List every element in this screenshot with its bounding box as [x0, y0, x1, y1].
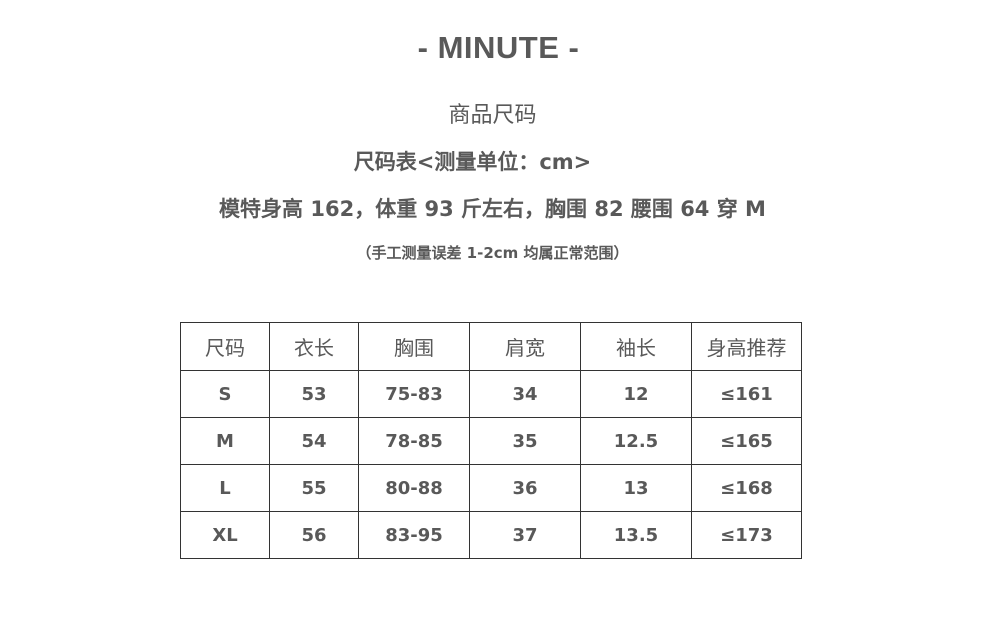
table-cell: ≤173 [691, 511, 802, 559]
table-cell: S [180, 370, 270, 418]
table-row: M 54 78-85 35 12.5 ≤165 [180, 417, 802, 465]
table-cell: ≤165 [691, 417, 802, 465]
column-header: 袖长 [580, 322, 692, 371]
column-header: 尺码 [180, 322, 270, 371]
measurement-note: （手工测量误差 1-2cm 均属正常范围） [356, 244, 629, 262]
table-cell: 36 [469, 464, 581, 512]
column-header: 衣长 [269, 322, 359, 371]
table-cell: 34 [469, 370, 581, 418]
table-cell: 78-85 [358, 417, 470, 465]
table-cell: 80-88 [358, 464, 470, 512]
table-cell: 53 [269, 370, 359, 418]
table-cell: XL [180, 511, 270, 559]
table-cell: 13 [580, 464, 692, 512]
brand-title: - MINUTE - [417, 30, 580, 65]
table-cell: 83-95 [358, 511, 470, 559]
table-row: XL 56 83-95 37 13.5 ≤173 [180, 511, 802, 559]
table-cell: 12.5 [580, 417, 692, 465]
table-row: L 55 80-88 36 13 ≤168 [180, 464, 802, 512]
table-cell: M [180, 417, 270, 465]
model-info: 模特身高 162，体重 93 斤左右，胸围 82 腰围 64 穿 M [219, 197, 766, 221]
table-row: S 53 75-83 34 12 ≤161 [180, 370, 802, 418]
table-cell: 37 [469, 511, 581, 559]
table-header-row: 尺码 衣长 胸围 肩宽 袖长 身高推荐 [180, 322, 802, 371]
table-cell: 54 [269, 417, 359, 465]
table-cell: ≤161 [691, 370, 802, 418]
unit-line: 尺码表<测量单位：cm> [353, 150, 592, 174]
table-cell: 55 [269, 464, 359, 512]
column-header: 胸围 [358, 322, 470, 371]
table-cell: L [180, 464, 270, 512]
column-header: 身高推荐 [691, 322, 802, 371]
size-table: 尺码 衣长 胸围 肩宽 袖长 身高推荐 S 53 75-83 34 12 ≤161 M 54 78-85 35… [180, 322, 802, 559]
section-title: 商品尺码 [448, 103, 537, 128]
table-cell: 56 [269, 511, 359, 559]
table-cell: 75-83 [358, 370, 470, 418]
table-cell: 35 [469, 417, 581, 465]
column-header: 肩宽 [469, 322, 581, 371]
table-cell: ≤168 [691, 464, 802, 512]
table-cell: 12 [580, 370, 692, 418]
table-cell: 13.5 [580, 511, 692, 559]
